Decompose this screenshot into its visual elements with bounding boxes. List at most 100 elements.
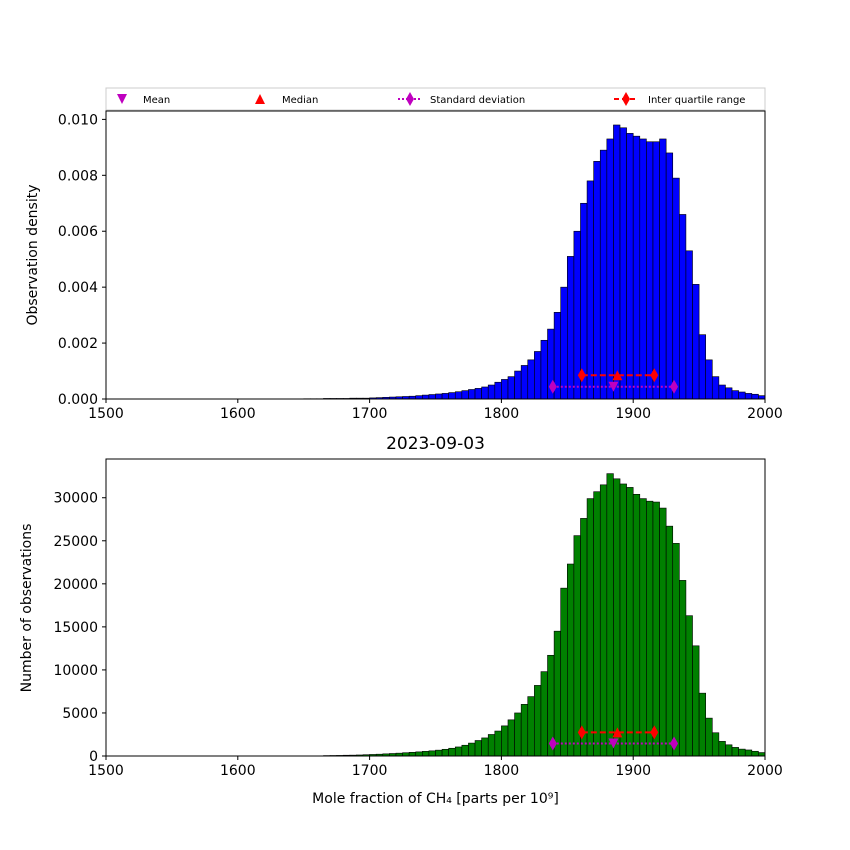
histogram-bar bbox=[718, 741, 726, 757]
histogram-bar bbox=[454, 391, 463, 400]
histogram-bar bbox=[751, 393, 759, 400]
histogram-bar bbox=[646, 500, 654, 757]
histogram-bar bbox=[501, 379, 509, 400]
histogram-bar bbox=[468, 742, 476, 757]
histogram-bar bbox=[586, 498, 594, 757]
histogram-bar bbox=[738, 748, 746, 757]
density-x-ticks: 1500 1600 1700 1800 1900 2000 bbox=[88, 399, 783, 422]
x-tick-label: 1800 bbox=[484, 763, 520, 779]
histogram-bar bbox=[646, 141, 654, 400]
histogram-bar bbox=[408, 751, 417, 757]
histogram-bar bbox=[527, 696, 535, 757]
histogram-bar bbox=[639, 138, 647, 400]
x-tick-label: 1600 bbox=[220, 763, 256, 779]
legend-item: Inter quartile range bbox=[614, 92, 745, 106]
histogram-bar bbox=[494, 730, 502, 757]
histogram-bar bbox=[461, 744, 469, 757]
legend-item: Mean bbox=[117, 94, 170, 106]
histogram-bar bbox=[632, 135, 641, 400]
histogram-bar bbox=[758, 395, 766, 400]
histogram-bar bbox=[613, 124, 621, 400]
histogram-bar bbox=[672, 543, 680, 757]
std-low-marker bbox=[548, 736, 557, 751]
histogram-bar bbox=[711, 732, 720, 757]
histogram-bar bbox=[679, 580, 687, 757]
count-x-axis-label: Mole fraction of CH₄ [parts per 10⁹] bbox=[312, 791, 559, 807]
histogram-bar bbox=[534, 351, 542, 400]
histogram-bar bbox=[725, 744, 733, 757]
y-tick-label: 0.004 bbox=[58, 280, 98, 296]
histogram-bar bbox=[758, 752, 766, 757]
histogram-bar bbox=[435, 393, 443, 400]
iqr-high-marker bbox=[650, 368, 659, 383]
histogram-bar bbox=[619, 483, 627, 757]
x-tick-label: 1900 bbox=[615, 406, 651, 422]
histogram-bar bbox=[744, 393, 753, 400]
histogram-bar bbox=[474, 388, 482, 400]
histogram-bar bbox=[448, 392, 456, 400]
histogram-bar bbox=[731, 747, 739, 757]
histogram-bar bbox=[507, 719, 515, 757]
histogram-bar bbox=[632, 493, 641, 757]
histogram-bar bbox=[441, 393, 449, 400]
histogram-bar bbox=[692, 645, 700, 757]
histogram-bar bbox=[481, 386, 489, 400]
y-tick-label: 10000 bbox=[53, 663, 98, 679]
legend: Mean Median Standard deviation Inter quarti… bbox=[105, 87, 766, 111]
y-tick-label: 30000 bbox=[53, 491, 98, 507]
density-axes-frame bbox=[105, 110, 766, 400]
histogram-bar bbox=[731, 390, 739, 400]
histogram-bar bbox=[514, 370, 522, 400]
figure-title: 2023-09-03 bbox=[386, 434, 485, 454]
histogram-bar bbox=[540, 671, 548, 757]
histogram-bar bbox=[659, 507, 667, 757]
histogram-bar bbox=[665, 152, 674, 400]
count-panel: 1500 1600 1700 1800 1900 2000 0 5000 10000 15000… bbox=[19, 458, 783, 807]
histogram-bar bbox=[566, 256, 575, 400]
histogram-bar bbox=[514, 712, 522, 757]
histogram-bar bbox=[520, 704, 529, 757]
histogram-bar bbox=[422, 751, 430, 757]
histogram-bar bbox=[580, 518, 588, 757]
histogram-bar bbox=[685, 250, 693, 400]
y-tick-label: 0.002 bbox=[58, 336, 98, 352]
density-y-ticks: 0.000 0.002 0.004 0.006 0.008 0.010 bbox=[58, 112, 106, 408]
x-tick-label: 1900 bbox=[615, 763, 651, 779]
x-tick-label: 1700 bbox=[352, 406, 388, 422]
count-y-axis-label: Number of observations bbox=[19, 524, 35, 693]
median-marker bbox=[612, 370, 623, 381]
histogram-bar bbox=[422, 394, 430, 400]
x-tick-label: 2000 bbox=[747, 406, 783, 422]
histogram-bar bbox=[487, 384, 496, 400]
legend-label: Inter quartile range bbox=[648, 95, 745, 106]
histogram-bar bbox=[520, 365, 529, 400]
legend-item: Standard deviation bbox=[398, 92, 525, 106]
y-tick-label: 15000 bbox=[53, 620, 98, 636]
histogram-bar bbox=[415, 395, 423, 400]
histogram-bar bbox=[685, 615, 693, 757]
histogram-bar bbox=[586, 180, 594, 400]
histogram-bar bbox=[468, 389, 476, 400]
histogram-bar bbox=[507, 376, 515, 400]
x-tick-label: 1500 bbox=[88, 763, 124, 779]
density-panel: 1500 1600 1700 1800 1900 2000 0.000 0.002 0.004… bbox=[25, 110, 783, 422]
legend-item: Median bbox=[255, 94, 318, 106]
histogram-bar bbox=[428, 394, 436, 400]
histogram-bar bbox=[606, 473, 614, 757]
legend-label: Mean bbox=[143, 95, 170, 106]
count-stat-markers bbox=[548, 725, 679, 751]
mean-marker bbox=[608, 738, 619, 749]
count-bars bbox=[323, 473, 766, 757]
histogram-bar bbox=[501, 725, 509, 757]
histogram-bar bbox=[626, 487, 634, 757]
histogram-bar bbox=[738, 391, 746, 400]
histogram-bar bbox=[619, 127, 627, 400]
count-x-ticks: 1500 1600 1700 1800 1900 2000 bbox=[88, 756, 783, 779]
density-y-axis-label: Observation density bbox=[25, 184, 41, 325]
histogram-bar bbox=[435, 749, 443, 757]
histogram-bar bbox=[599, 149, 608, 400]
mean-marker bbox=[608, 381, 619, 392]
histogram-bar bbox=[494, 381, 502, 400]
histogram-bar bbox=[698, 334, 706, 400]
